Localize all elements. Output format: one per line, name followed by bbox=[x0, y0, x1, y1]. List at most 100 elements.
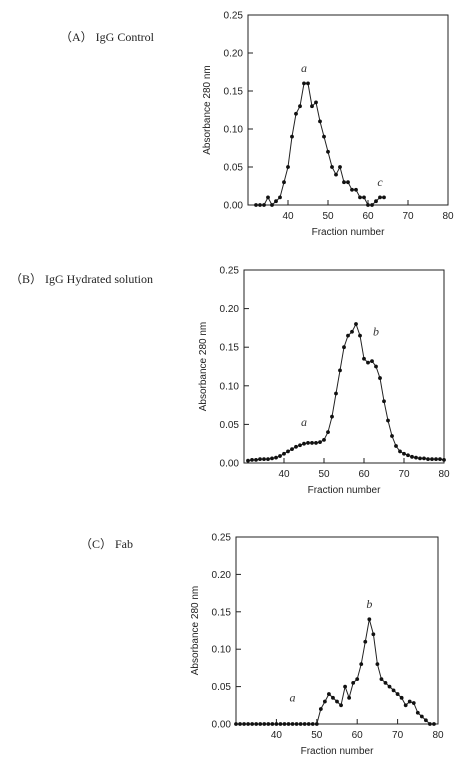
data-point bbox=[383, 680, 388, 685]
data-point bbox=[442, 458, 446, 462]
x-tick-label: 60 bbox=[358, 469, 370, 480]
series-line bbox=[236, 619, 434, 725]
data-point bbox=[310, 104, 314, 109]
data-point bbox=[314, 441, 318, 445]
data-point bbox=[414, 455, 418, 460]
data-point bbox=[359, 662, 364, 667]
data-point bbox=[254, 203, 258, 207]
data-point bbox=[302, 441, 306, 446]
data-point bbox=[334, 391, 338, 396]
data-point bbox=[355, 677, 360, 682]
data-point bbox=[294, 722, 299, 726]
data-point bbox=[411, 701, 416, 705]
data-point bbox=[306, 441, 310, 445]
data-point bbox=[306, 81, 310, 86]
data-point bbox=[406, 453, 410, 458]
data-point bbox=[318, 440, 322, 445]
x-tick-label: 50 bbox=[322, 211, 334, 222]
data-point bbox=[262, 722, 267, 726]
data-point bbox=[382, 195, 386, 200]
x-axis-title: Fraction number bbox=[312, 227, 385, 238]
data-point bbox=[371, 632, 376, 637]
data-point bbox=[270, 722, 275, 726]
data-point bbox=[302, 722, 307, 726]
panel-a-label: （A） IgG Control bbox=[60, 30, 154, 44]
annotation-label: b bbox=[373, 325, 379, 339]
data-point bbox=[358, 333, 362, 338]
data-point bbox=[362, 195, 366, 200]
data-point bbox=[250, 458, 254, 462]
y-tick-label: 0.05 bbox=[220, 420, 240, 431]
x-tick-label: 70 bbox=[392, 730, 404, 741]
x-tick-label: 80 bbox=[432, 730, 444, 741]
y-tick-label: 0.20 bbox=[224, 49, 244, 60]
data-point bbox=[290, 447, 294, 452]
data-point bbox=[378, 195, 382, 200]
annotation-label: a bbox=[290, 691, 296, 705]
y-tick-label: 0.10 bbox=[212, 645, 232, 656]
x-axis-title: Fraction number bbox=[308, 485, 381, 496]
y-tick-label: 0.15 bbox=[220, 343, 240, 354]
data-point bbox=[342, 345, 346, 350]
data-point bbox=[374, 199, 378, 204]
plot-frame bbox=[247, 14, 449, 206]
data-point bbox=[310, 722, 315, 726]
data-point bbox=[398, 449, 402, 454]
data-point bbox=[250, 722, 255, 726]
data-point bbox=[363, 639, 368, 644]
x-tick-label: 60 bbox=[362, 211, 374, 222]
y-tick-label: 0.00 bbox=[220, 459, 240, 470]
data-point bbox=[350, 329, 354, 334]
data-point bbox=[403, 703, 408, 708]
data-point bbox=[258, 457, 262, 462]
annotation-label: b bbox=[366, 597, 372, 611]
data-point bbox=[382, 399, 386, 404]
data-point bbox=[290, 134, 294, 139]
data-point bbox=[234, 722, 238, 726]
data-point bbox=[354, 187, 358, 192]
data-point bbox=[407, 699, 412, 704]
data-point bbox=[326, 149, 330, 154]
data-point bbox=[395, 692, 400, 696]
data-point bbox=[294, 111, 298, 116]
data-point bbox=[338, 165, 342, 169]
data-point bbox=[347, 695, 352, 700]
data-point bbox=[318, 119, 322, 124]
data-point bbox=[422, 456, 426, 461]
data-point bbox=[262, 203, 266, 207]
data-point bbox=[282, 722, 287, 726]
data-point bbox=[387, 684, 392, 689]
data-point bbox=[346, 333, 350, 338]
plot-frame bbox=[235, 536, 439, 725]
data-point bbox=[362, 356, 366, 361]
data-point bbox=[246, 722, 251, 726]
annotation-label: a bbox=[301, 61, 307, 75]
data-point bbox=[258, 722, 263, 726]
data-point bbox=[330, 414, 334, 419]
data-point bbox=[274, 199, 278, 204]
data-point bbox=[254, 458, 258, 462]
data-point bbox=[354, 322, 358, 326]
annotation-label: c bbox=[377, 175, 383, 189]
data-point bbox=[418, 456, 422, 461]
data-point bbox=[432, 722, 436, 726]
data-point bbox=[286, 449, 290, 454]
x-tick-label: 40 bbox=[271, 730, 283, 741]
data-point bbox=[282, 451, 286, 456]
y-tick-label: 0.05 bbox=[224, 163, 244, 174]
data-point bbox=[378, 376, 382, 380]
data-point bbox=[270, 456, 274, 461]
y-tick-label: 0.20 bbox=[220, 304, 240, 315]
y-tick-label: 0.15 bbox=[212, 607, 232, 618]
data-point bbox=[438, 457, 442, 462]
data-point bbox=[339, 703, 343, 708]
data-point bbox=[274, 455, 278, 460]
data-point bbox=[278, 195, 282, 200]
data-point bbox=[290, 722, 295, 726]
data-point bbox=[258, 203, 262, 207]
data-point bbox=[334, 172, 338, 177]
data-point bbox=[366, 203, 370, 207]
data-point bbox=[326, 430, 330, 435]
data-point bbox=[358, 195, 362, 200]
data-point bbox=[335, 699, 339, 704]
